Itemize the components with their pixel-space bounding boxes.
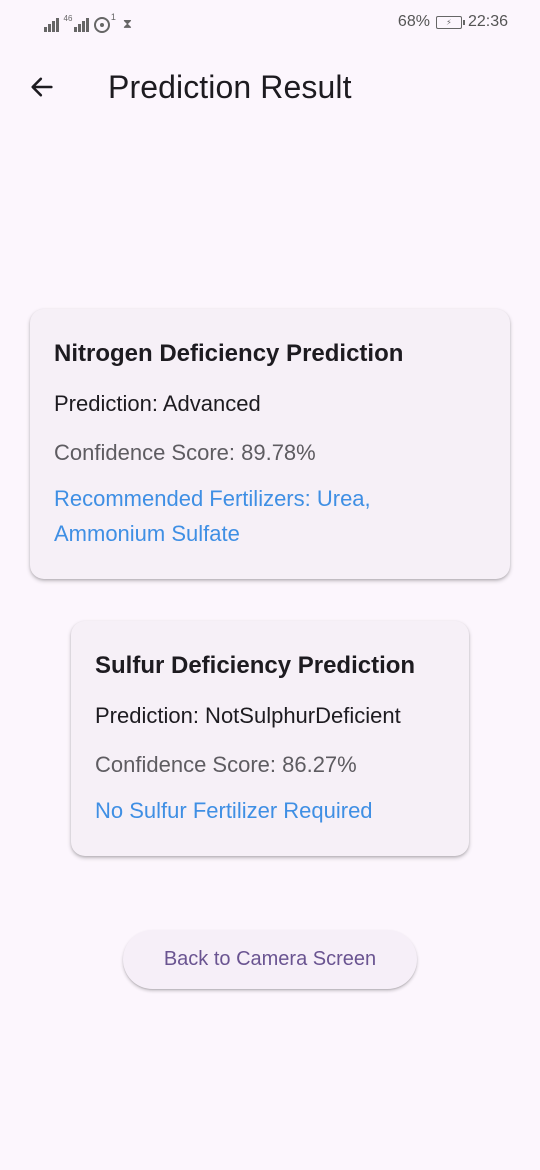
nitrogen-confidence-text: Confidence Score: 89.78% [54,440,316,465]
arrow-left-icon[interactable] [22,67,62,107]
sulfur-prediction-text: Prediction: NotSulphurDeficient [95,703,401,728]
sulfur-recommendation-text: No Sulfur Fertilizer Required [95,798,373,823]
sulfur-prediction-card: Sulfur Deficiency Prediction Prediction:… [71,621,469,856]
clock: 22:36 [467,13,508,30]
signal-icon-2 [74,17,89,32]
status-bar: 46 1 ⧗ 68% ⚡ 22:36 [0,0,540,46]
battery-percent: 68% [397,13,430,30]
nitrogen-card-title: Nitrogen Deficiency Prediction [54,340,404,367]
page-title: Prediction Result [108,69,352,105]
nitrogen-recommendation-text: Recommended Fertilizers: Urea, Ammonium … [54,486,371,546]
app-bar: Prediction Result [0,58,540,116]
status-icons-right: 68% ⚡ 22:36 [398,13,508,31]
back-to-camera-button[interactable]: Back to Camera Screen [123,930,417,989]
nitrogen-prediction-text: Prediction: Advanced [54,391,261,416]
nitrogen-prediction-card: Nitrogen Deficiency Prediction Predictio… [30,309,510,579]
status-icons-left: 46 1 ⧗ [44,12,133,33]
battery-icon: ⚡ [435,15,465,29]
sulfur-card-title: Sulfur Deficiency Prediction [95,652,416,679]
signal-icon [44,17,59,32]
hotspot-icon [93,17,110,33]
hourglass-icon: ⧗ [122,16,133,31]
network-type-label: 46 [63,14,73,23]
hotspot-count: 1 [110,12,116,22]
sulfur-confidence-text: Confidence Score: 86.27% [95,752,357,777]
